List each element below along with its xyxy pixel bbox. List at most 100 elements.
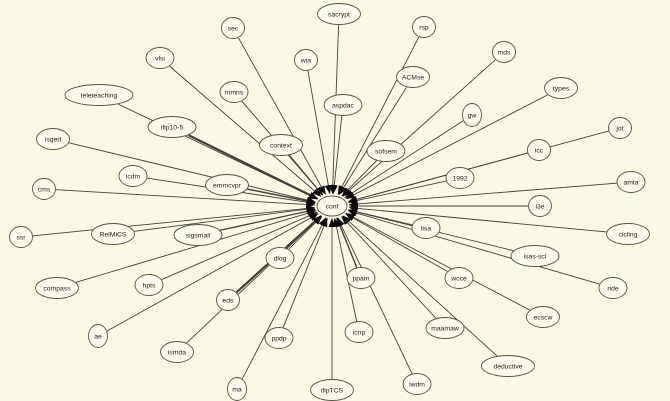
graph-node-isas-sci: isas-sci: [510, 245, 560, 267]
node-ellipse: [88, 324, 108, 348]
graph-node-emmcvpr: emmcvpr: [205, 174, 249, 196]
node-ellipse: [32, 178, 56, 200]
node-ellipse: [598, 277, 628, 299]
graph-edge-deductive: [342, 215, 498, 357]
graph-edge-ma: [241, 217, 327, 380]
graph-node-cicling: cicling: [606, 223, 650, 245]
node-ellipse: [9, 226, 33, 248]
node-ellipse: [616, 171, 646, 193]
graph-node-gw: gw: [462, 103, 482, 127]
node-ellipse: [323, 94, 363, 116]
graph-edge-cms: [55, 189, 316, 208]
graph-node-cms: cms: [32, 178, 56, 200]
node-ellipse: [145, 47, 175, 69]
graph-node-icdm: icdm: [118, 165, 148, 187]
node-ellipse: [527, 139, 551, 161]
graph-edge-amta: [348, 182, 617, 208]
node-ellipse: [259, 134, 303, 156]
graph-node-vlsi: vlsi: [145, 47, 175, 69]
graph-edge-sec: [238, 37, 326, 195]
graph-node-types: types: [544, 77, 578, 99]
graph-edge-mds: [342, 59, 496, 197]
graph-edge-sigsmall: [219, 208, 316, 231]
node-ellipse: [227, 377, 247, 401]
graph-edge-ride: [347, 209, 600, 285]
node-ellipse: [91, 223, 135, 245]
graph-edge-rsp: [337, 36, 420, 195]
node-ellipse: [118, 165, 148, 187]
graph-edge-wcce: [345, 213, 448, 272]
graph-node-mmns: mmns: [219, 81, 249, 103]
graph-node-ifipTCS: ifipTCS: [310, 379, 354, 401]
graph-node-context: context: [259, 134, 303, 156]
graph-node-conf: conf: [316, 195, 348, 217]
graph-node-maamaw: maamaw: [425, 317, 465, 339]
graph-edge-wia: [307, 70, 332, 195]
node-ellipse: [264, 327, 294, 349]
graph-node-RelMiCS: RelMiCS: [91, 223, 135, 245]
graph-edge-aspdac: [330, 115, 343, 195]
graph-edge-ppdp: [282, 217, 328, 328]
graph-node-lisa: lisa: [411, 217, 441, 239]
node-ellipse: [481, 355, 535, 377]
node-ellipse: [444, 267, 474, 289]
node-ellipse: [526, 306, 560, 328]
graph-node-hpts: hpts: [134, 274, 164, 296]
graph-edge-ae: [106, 213, 319, 332]
graph-node-ride: ride: [598, 277, 628, 299]
node-ellipse: [36, 128, 70, 150]
node-ellipse: [606, 223, 650, 245]
graph-edge-emmcvpr: [247, 188, 316, 205]
node-ellipse: [462, 103, 482, 127]
node-ellipse: [216, 289, 240, 311]
graph-node-dlog: dlog: [265, 247, 295, 269]
graph-edge-context: [289, 154, 324, 196]
node-ellipse: [510, 245, 560, 267]
node-ellipse: [544, 77, 578, 99]
node-ellipse: [205, 174, 249, 196]
graph-node-ismda: ismda: [160, 341, 194, 363]
node-ellipse: [317, 3, 361, 25]
graph-node-jot: jot: [608, 117, 632, 139]
node-ellipse: [160, 341, 194, 363]
graph-node-ae: ae: [88, 324, 108, 348]
node-ellipse: [411, 217, 441, 239]
graph-node-deductive: deductive: [481, 355, 535, 377]
graph-node-iwdm: iwdm: [402, 373, 432, 395]
graph-edge-icc: [347, 152, 528, 203]
graph-edge-maamaw: [341, 216, 437, 319]
node-ellipse: [366, 140, 406, 162]
graph-node-wcce: wcce: [444, 267, 474, 289]
node-ellipse: [310, 379, 354, 401]
graph-edge-vlsi: [169, 65, 322, 197]
graph-edge-ecscw: [345, 213, 531, 311]
node-ellipse: [412, 16, 436, 38]
node-ellipse: [265, 247, 295, 269]
graph-node-amta: amta: [616, 171, 646, 193]
graph-node-sec: sec: [221, 17, 245, 39]
node-ellipse: [492, 41, 516, 63]
graph-edge-sofsem: [341, 160, 377, 197]
node-ellipse: [608, 117, 632, 139]
node-ellipse: [425, 317, 465, 339]
graph-node-ma: ma: [227, 377, 247, 401]
graph-edge-ssr: [32, 205, 316, 237]
graph-node-ACMse: ACMse: [396, 66, 430, 88]
node-ellipse: [316, 195, 348, 217]
graph-node-compass: compass: [35, 277, 79, 299]
node-ellipse: [219, 81, 249, 103]
graph-node-isqed: isqed: [36, 128, 70, 150]
graph-node-teleteaching: teleteaching: [64, 84, 134, 106]
graph-node-ppdp: ppdp: [264, 327, 294, 349]
graph-node-sacrypt: sacrypt: [317, 3, 361, 25]
node-ellipse: [64, 84, 134, 106]
graph-node-1992: 1992: [445, 167, 475, 189]
graph-edge-cicling: [348, 204, 607, 233]
graph-edge-ifip10-5: [187, 134, 319, 200]
graph-node-mds: mds: [492, 41, 516, 63]
graph-edge-icnp: [333, 217, 358, 322]
node-ellipse: [147, 116, 197, 138]
graph-node-eds: eds: [216, 289, 240, 311]
node-ellipse: [402, 373, 432, 395]
node-ellipse: [344, 321, 374, 343]
